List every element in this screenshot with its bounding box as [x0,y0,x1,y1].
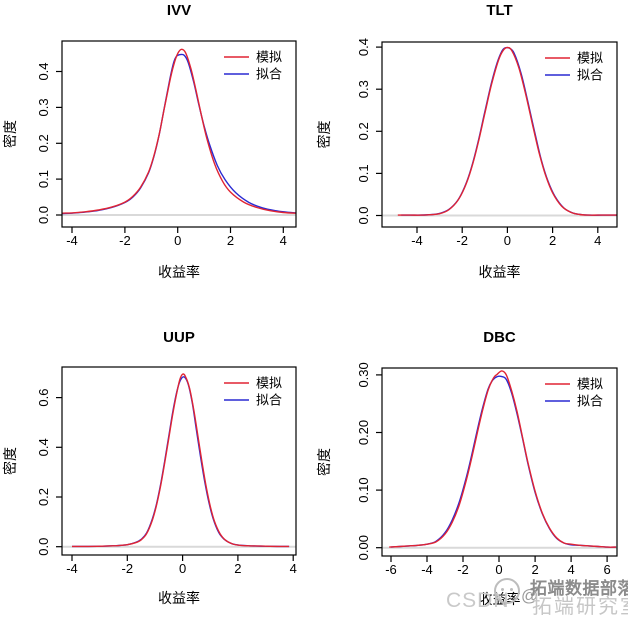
panel-title: IVV [167,2,191,19]
x-tick-label: -2 [456,233,468,248]
y-tick-label: 0.0 [36,538,51,556]
x-tick-label: 0 [179,561,186,576]
x-tick-label: 4 [280,233,287,248]
curve-simulated [71,373,290,548]
x-tick-label: -2 [122,561,134,576]
y-tick-label: 0.0 [36,206,51,224]
density-panel-ivv: -4 -2 0 2 4 0.0 0.1 0.2 0.3 0.4 IVV 收益率 密度 模拟拟合 [0,0,314,310]
y-tick-label: 0.2 [36,134,51,152]
y-tick-label: 0.10 [356,477,371,502]
density-panel-tlt: -4 -2 0 2 4 0.0 0.1 0.2 0.3 0.4 TLT 收益率 密度 模拟拟合 [314,0,628,310]
y-tick-label: 0.30 [356,362,371,387]
x-tick-label: 4 [594,233,601,248]
y-tick-label: 0.1 [36,170,51,188]
x-tick-label: -4 [411,233,423,248]
x-axis-label: 收益率 [479,591,521,607]
y-tick-label: 0.00 [356,535,371,560]
panel-title: UUP [163,329,195,346]
curve-simulated [397,46,617,216]
legend-label-fitted: 拟合 [577,68,603,83]
x-tick-label: -2 [119,233,131,248]
x-axis-label: 收益率 [158,590,200,606]
legend-label-fitted: 拟合 [256,393,282,408]
y-axis-label: 密度 [2,120,18,148]
x-tick-label: 4 [567,562,574,577]
density-panel-dbc: -6 -4 -2 0 2 4 6 0.00 0.10 0.20 0.30 DBC 收益率 密度 模拟拟合 [314,310,628,619]
y-tick-label: 0.3 [356,80,371,98]
y-tick-label: 0.20 [356,420,371,445]
x-tick-label: 6 [603,562,610,577]
legend-label-fitted: 拟合 [577,394,603,409]
legend-label-fitted: 拟合 [256,67,282,82]
y-tick-label: 0.4 [36,62,51,80]
x-tick-label: 2 [531,562,538,577]
x-tick-label: -4 [66,233,78,248]
x-tick-label: -2 [457,562,469,577]
x-tick-label: 0 [174,233,181,248]
y-tick-label: 0.2 [356,122,371,140]
legend-label-simulated: 模拟 [256,376,282,391]
panel-title: TLT [486,2,512,19]
y-axis-label: 密度 [316,121,332,149]
x-axis-label: 收益率 [158,264,200,280]
y-tick-label: 0.6 [36,389,51,407]
x-tick-label: 2 [549,233,556,248]
panel-title: DBC [483,329,516,346]
x-tick-label: -4 [421,562,433,577]
y-tick-label: 0.2 [36,488,51,506]
y-tick-label: 0.1 [356,164,371,182]
plot-box [61,366,297,556]
y-tick-label: 0.3 [36,98,51,116]
x-tick-label: -6 [385,562,397,577]
y-tick-label: 0.4 [36,438,51,456]
y-tick-label: 0.4 [356,38,371,56]
x-tick-label: 4 [290,561,297,576]
y-axis-label: 密度 [2,447,18,475]
legend-label-simulated: 模拟 [577,377,603,392]
x-tick-label: 2 [234,561,241,576]
plot-box [381,41,618,228]
y-axis-label: 密度 [316,448,332,476]
x-tick-label: 0 [504,233,511,248]
curve-simulated [61,48,297,214]
x-tick-label: 2 [227,233,234,248]
curve-simulated [389,370,617,548]
density-panel-uup: -4 -2 0 2 4 0.0 0.2 0.4 0.6 UUP 收益率 密度 模拟拟合 [0,310,314,619]
y-tick-label: 0.0 [356,206,371,224]
x-axis-label: 收益率 [479,264,521,280]
legend-label-simulated: 模拟 [577,51,603,66]
x-tick-label: -4 [66,561,78,576]
x-tick-label: 0 [495,562,502,577]
legend-label-simulated: 模拟 [256,50,282,65]
plot-box [61,40,297,228]
